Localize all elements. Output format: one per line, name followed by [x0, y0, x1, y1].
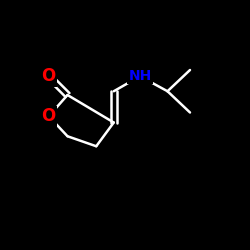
- Text: O: O: [42, 107, 56, 125]
- Text: NH: NH: [128, 69, 152, 83]
- Text: O: O: [42, 67, 56, 85]
